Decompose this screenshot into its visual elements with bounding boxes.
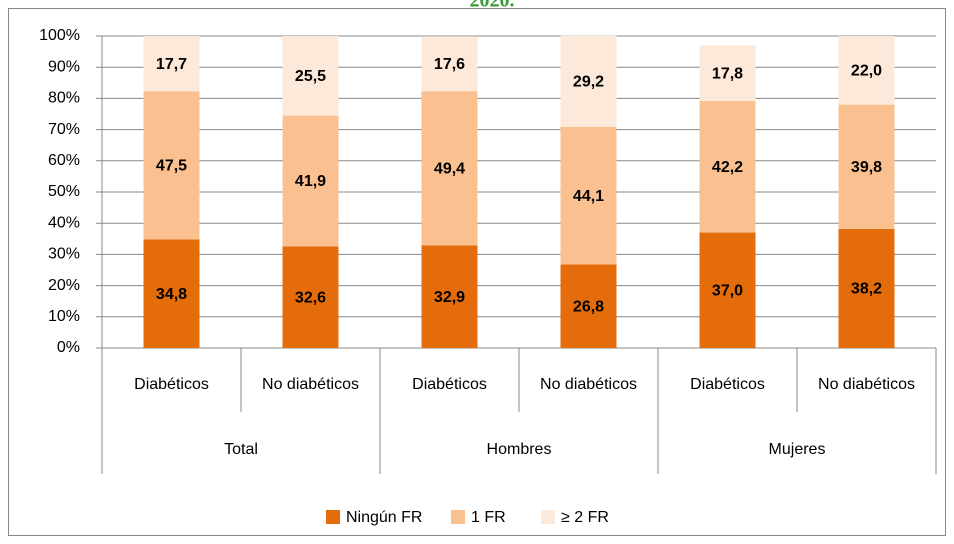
bar-segment — [560, 126, 617, 265]
y-tick-label: 80% — [48, 90, 80, 107]
data-label: 17,8 — [712, 65, 743, 82]
data-label: 29,2 — [573, 73, 604, 90]
y-tick-label: 0% — [57, 339, 80, 356]
x-tick-label: No diabéticos — [262, 376, 359, 393]
y-tick-label: 20% — [48, 277, 80, 294]
data-label: 38,2 — [851, 281, 882, 298]
bar-segment — [143, 36, 200, 92]
data-label: 22,0 — [851, 63, 882, 80]
bar-segment — [838, 36, 895, 105]
x-tick-label: No diabéticos — [540, 376, 637, 393]
data-label: 44,1 — [573, 188, 604, 205]
legend-label: 1 FR — [471, 509, 506, 526]
data-label: 25,5 — [295, 68, 326, 85]
legend-swatch — [326, 510, 340, 524]
data-label: 26,8 — [573, 298, 604, 315]
y-tick-label: 60% — [48, 152, 80, 169]
legend-swatch — [541, 510, 555, 524]
data-label: 32,6 — [295, 289, 326, 306]
bar-segment — [838, 104, 895, 229]
data-label: 41,9 — [295, 173, 326, 190]
bar-segment — [143, 91, 200, 240]
data-label: 49,4 — [434, 161, 465, 178]
legend-swatch — [451, 510, 465, 524]
bar-segment — [838, 228, 895, 348]
y-tick-label: 70% — [48, 121, 80, 138]
y-tick-label: 90% — [48, 58, 80, 75]
bar-segment — [282, 36, 339, 116]
y-tick-label: 10% — [48, 308, 80, 325]
bar-segment — [560, 35, 617, 127]
y-tick-label: 30% — [48, 246, 80, 263]
group-label: Total — [224, 441, 258, 458]
chart-title: 2020. — [470, 0, 515, 12]
bar-segment — [143, 239, 200, 348]
x-tick-label: No diabéticos — [818, 376, 915, 393]
data-label: 17,7 — [156, 56, 187, 73]
x-tick-label: Diabéticos — [412, 376, 487, 393]
data-label: 39,8 — [851, 159, 882, 176]
x-tick-label: Diabéticos — [690, 376, 765, 393]
legend-label: Ningún FR — [346, 509, 422, 526]
data-label: 42,2 — [712, 159, 743, 176]
bar-segment — [282, 115, 339, 247]
bar-segment — [421, 245, 478, 348]
y-tick-label: 100% — [39, 27, 80, 44]
group-label: Hombres — [487, 441, 552, 458]
bar-segment — [421, 91, 478, 246]
bar-segment — [699, 100, 756, 233]
bar-segment — [282, 246, 339, 348]
data-label: 37,0 — [712, 282, 743, 299]
bar-segment — [699, 45, 756, 101]
bar-segment — [421, 36, 478, 92]
x-tick-label: Diabéticos — [134, 376, 209, 393]
y-tick-label: 50% — [48, 183, 80, 200]
bar-segment — [560, 264, 617, 348]
data-label: 32,9 — [434, 289, 465, 306]
y-tick-label: 40% — [48, 214, 80, 231]
data-label: 17,6 — [434, 56, 465, 73]
data-label: 47,5 — [156, 158, 187, 175]
chart-frame — [8, 8, 946, 536]
legend-label: ≥ 2 FR — [561, 509, 609, 526]
bar-segment — [699, 232, 756, 348]
group-label: Mujeres — [769, 441, 826, 458]
data-label: 34,8 — [156, 286, 187, 303]
